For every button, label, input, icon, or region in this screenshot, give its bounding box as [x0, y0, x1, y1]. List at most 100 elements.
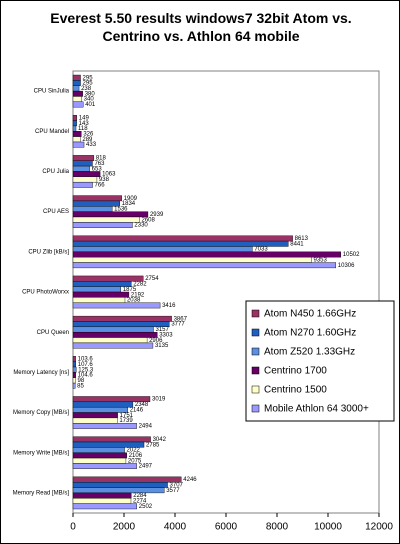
- bar: [72, 136, 81, 143]
- bar: [72, 302, 161, 309]
- data-label: 295: [83, 75, 94, 81]
- data-label: 1875: [123, 287, 137, 293]
- bar: [72, 211, 149, 218]
- legend-swatch: [251, 309, 260, 318]
- legend-label: Atom N270 1.60GHz: [264, 328, 356, 339]
- data-label: 3135: [155, 343, 169, 349]
- legend-label: Centrino 1700: [264, 366, 327, 377]
- bar: [72, 275, 144, 282]
- data-label: 107.6: [78, 362, 94, 368]
- bar: [72, 382, 76, 389]
- data-label: 818: [96, 156, 107, 162]
- data-label: 763: [94, 161, 105, 167]
- data-label: 2754: [145, 276, 159, 282]
- bar: [72, 246, 253, 253]
- bar: [72, 240, 289, 247]
- legend-swatch: [251, 328, 260, 337]
- bar: [72, 291, 130, 298]
- data-label: 2282: [133, 282, 147, 288]
- x-tick-label: 8000: [266, 522, 289, 533]
- data-label: 2497: [139, 464, 153, 470]
- data-label: 2022: [127, 448, 141, 454]
- data-label: 1063: [102, 172, 116, 178]
- bar: [72, 396, 151, 403]
- data-label: 3867: [174, 316, 188, 322]
- bar: [72, 401, 134, 408]
- bar: [72, 356, 76, 362]
- y-tick-label: CPU Zlib [kB/s]: [28, 249, 69, 255]
- legend-label: Atom Z520 1.33GHz: [264, 347, 355, 358]
- data-label: 2906: [149, 338, 163, 344]
- y-tick-label: Memory Copy [MB/s]: [13, 410, 69, 416]
- data-label: 1739: [119, 418, 133, 424]
- data-label: 238: [81, 86, 92, 92]
- bar: [72, 441, 145, 448]
- data-label: 9353: [314, 257, 328, 263]
- data-label: 7033: [254, 247, 268, 253]
- bar: [72, 131, 82, 137]
- data-label: 2502: [139, 504, 153, 510]
- bar: [72, 181, 93, 188]
- y-tick-label: Memory Read [MB/s]: [13, 490, 70, 496]
- bar: [72, 423, 137, 429]
- data-label: 1751: [120, 413, 134, 419]
- bar: [72, 361, 76, 368]
- data-label: 380: [85, 91, 96, 97]
- data-label: 295: [83, 81, 94, 87]
- data-label: 3707: [170, 482, 184, 488]
- data-label: 2146: [130, 407, 144, 413]
- bar: [72, 176, 98, 183]
- y-tick-label: CPU AES: [43, 209, 69, 215]
- data-label: 433: [86, 142, 97, 148]
- data-label: 2494: [139, 424, 153, 430]
- data-label: 3303: [159, 332, 173, 338]
- data-label: 2038: [127, 298, 141, 304]
- data-label: 2939: [150, 212, 164, 218]
- bar: [72, 281, 132, 287]
- data-label: 2075: [128, 458, 142, 464]
- legend-swatch: [251, 347, 260, 356]
- x-tick-label: 4000: [164, 522, 187, 533]
- data-label: 2785: [146, 442, 160, 448]
- bar: [72, 141, 85, 148]
- chart-title: Everest 5.50 results windows7 32bit Atom…: [50, 10, 352, 44]
- data-label: 938: [99, 177, 110, 183]
- bar: [72, 342, 154, 349]
- bar: [72, 366, 77, 373]
- bar: [72, 337, 148, 344]
- bar: [72, 80, 81, 86]
- data-label: 2330: [134, 223, 148, 229]
- bar: [72, 251, 342, 258]
- bar: [72, 492, 132, 499]
- data-label: 103.6: [78, 357, 94, 363]
- data-label: 3042: [153, 437, 167, 443]
- bar: [72, 487, 165, 494]
- bar: [72, 206, 113, 212]
- bar: [72, 90, 83, 97]
- bar: [72, 436, 151, 443]
- bar: [72, 503, 138, 510]
- y-tick-label: CPU Julia: [42, 169, 69, 175]
- bar: [72, 256, 312, 263]
- legend-label: Mobile Athlon 64 3000+: [264, 404, 369, 415]
- bar: [72, 321, 170, 328]
- bar: [72, 195, 122, 202]
- bar: [72, 481, 168, 488]
- data-label: 8613: [295, 236, 309, 242]
- data-label: 3777: [171, 322, 185, 328]
- bar: [72, 85, 80, 92]
- data-label: 326: [83, 132, 94, 138]
- data-label: 401: [85, 102, 96, 108]
- legend-label: Centrino 1500: [264, 385, 327, 396]
- x-tick-label: 10000: [314, 522, 342, 533]
- data-label: 1536: [114, 207, 128, 213]
- data-label: 4246: [183, 477, 197, 483]
- data-label: 1909: [124, 196, 138, 202]
- legend-swatch: [251, 366, 260, 375]
- legend-swatch: [251, 385, 260, 394]
- x-tick-label: 12000: [365, 522, 393, 533]
- bar: [72, 412, 118, 419]
- data-label: 3019: [152, 397, 166, 403]
